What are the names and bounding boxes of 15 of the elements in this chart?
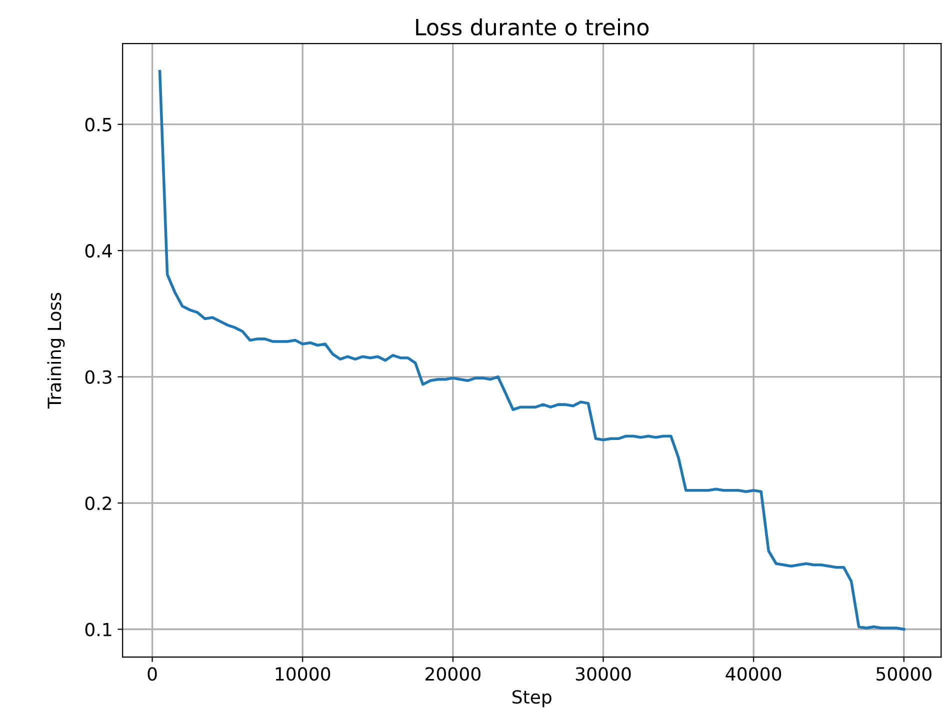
x-tick-label: 40000 — [726, 667, 782, 681]
x-tick-label: 0 — [148, 667, 157, 681]
y-tick-label: 0.2 — [85, 496, 112, 510]
chart-title: Loss durante o treino — [416, 18, 649, 36]
line-series — [158, 70, 906, 631]
x-tick-label: 30000 — [576, 667, 631, 681]
x-tick-label: 10000 — [276, 667, 330, 681]
y-tick-label: 0.5 — [85, 118, 112, 132]
x-tick-label: 50000 — [876, 667, 932, 681]
x-tick-label: 20000 — [426, 667, 480, 681]
y-tick-label: 0.3 — [85, 370, 112, 384]
y-axis-title: Training Loss — [47, 292, 65, 409]
x-axis-title: Step — [512, 690, 552, 708]
y-tick-label: 0.1 — [85, 622, 112, 636]
y-tick-label: 0.4 — [85, 244, 112, 258]
